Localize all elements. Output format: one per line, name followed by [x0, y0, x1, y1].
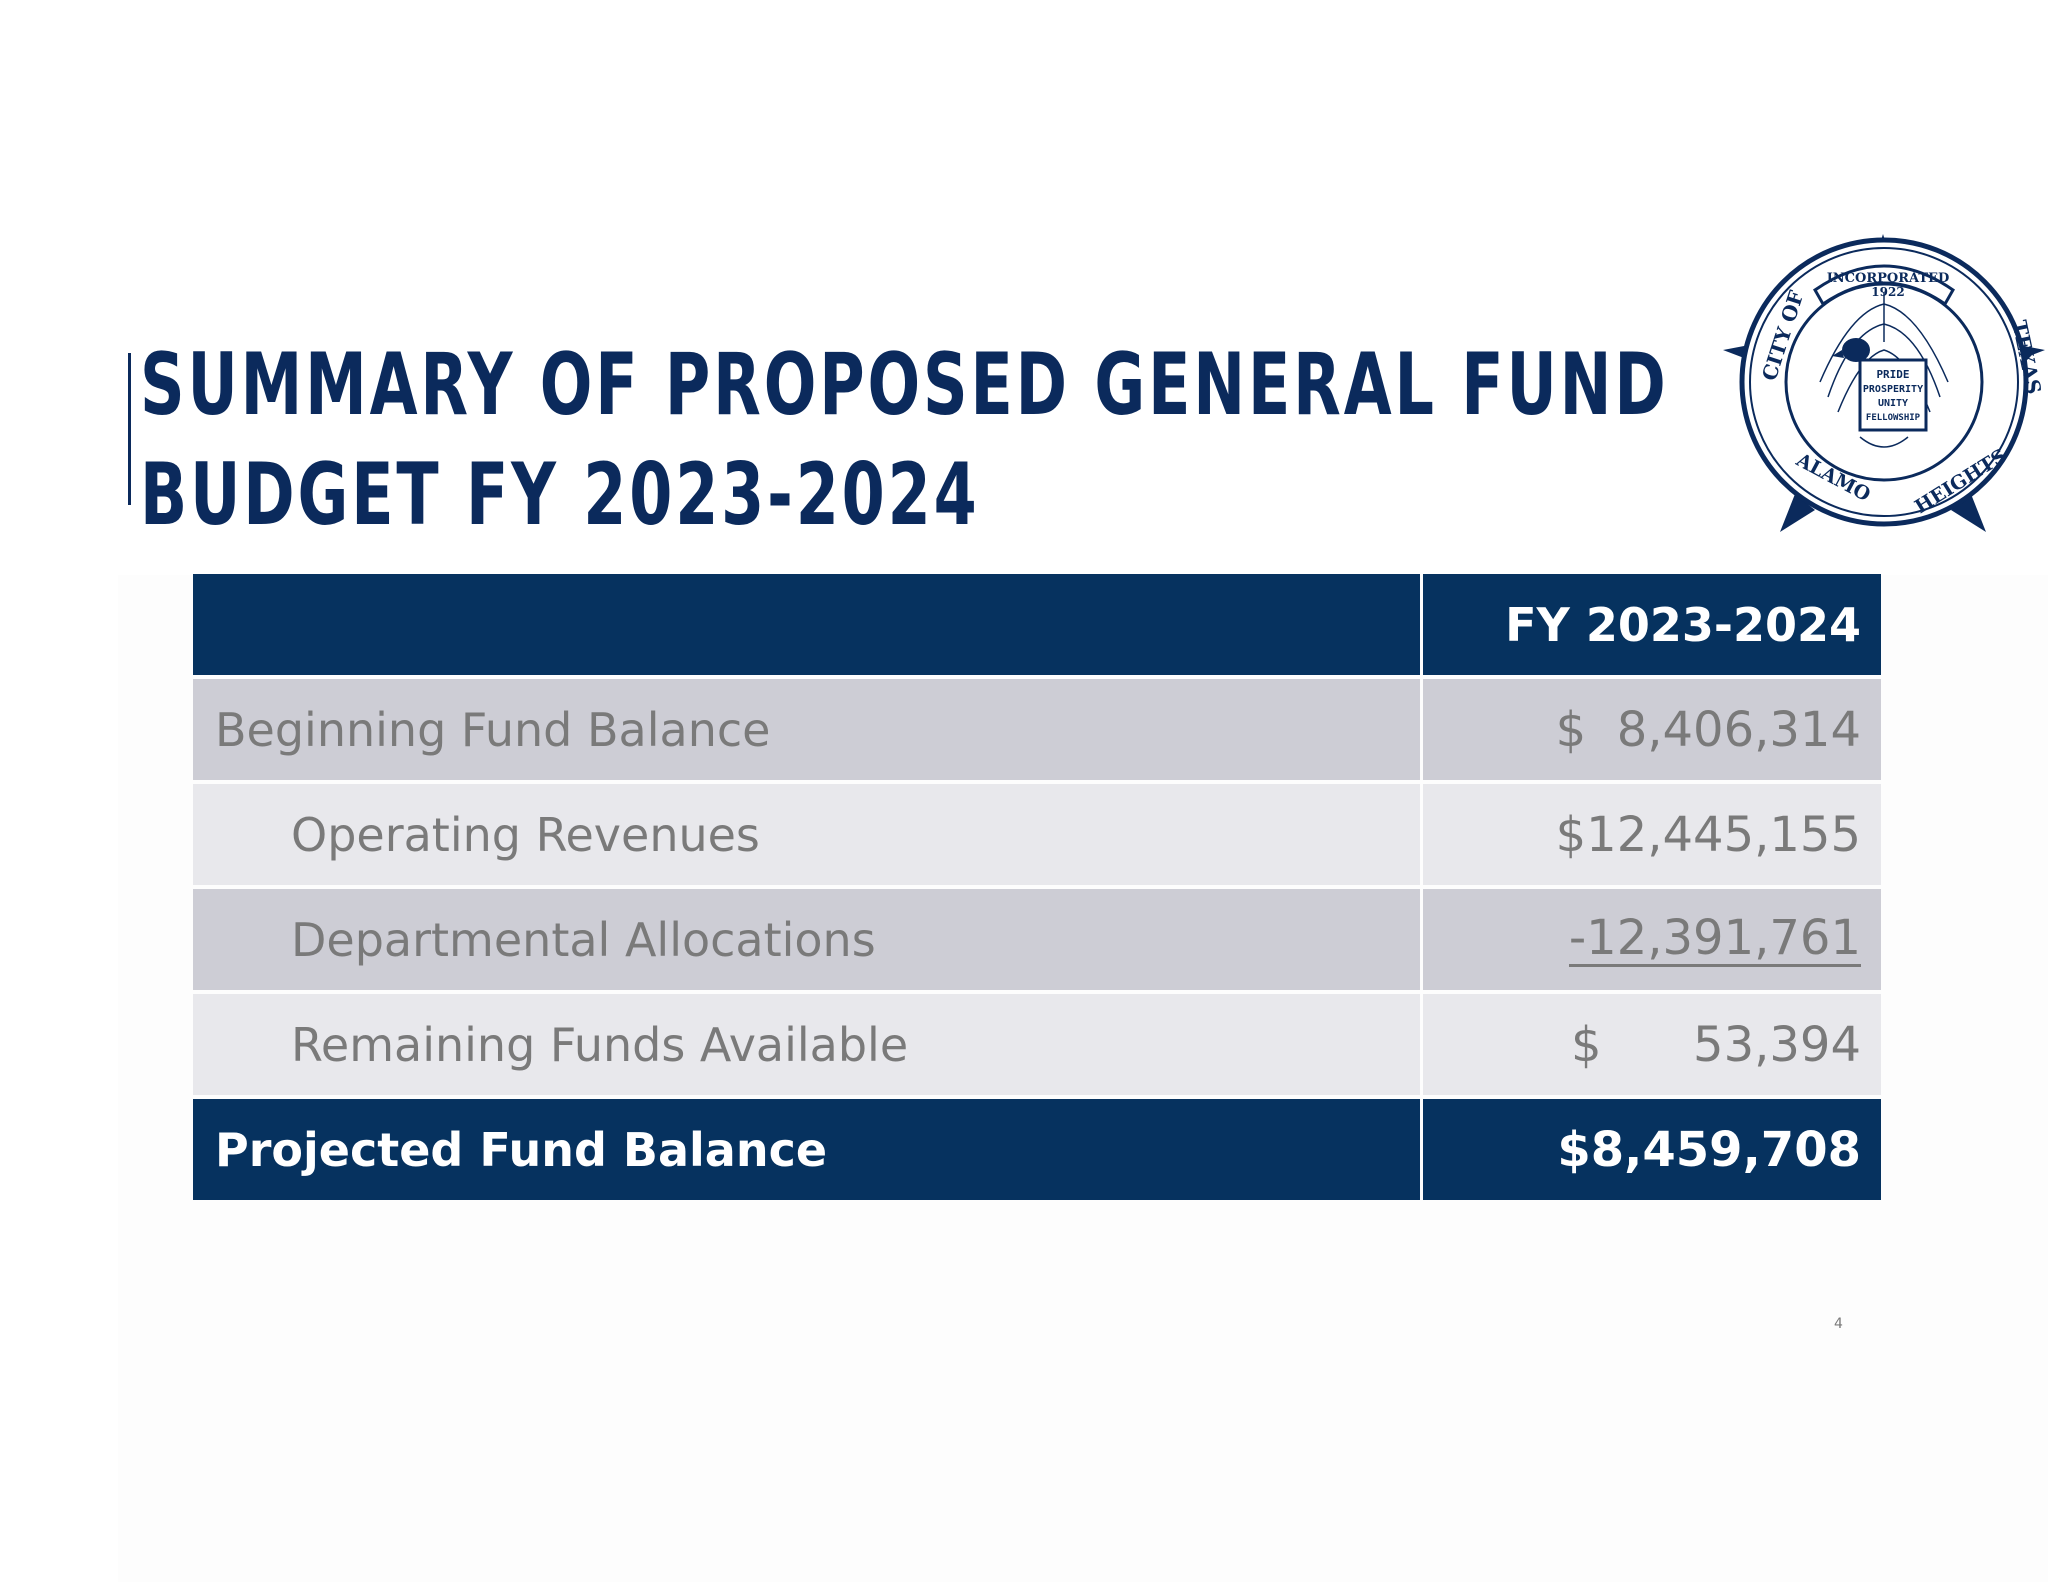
title-line-2: BUDGET FY 2023-2024 — [140, 445, 980, 545]
departmental-allocations-label: Departmental Allocations — [193, 889, 1420, 990]
table-total-row: Projected Fund Balance $8,459,708 — [193, 1099, 1881, 1200]
beginning-fund-balance-label: Beginning Fund Balance — [193, 679, 1420, 780]
table-row: Beginning Fund Balance $ 8,406,314 — [193, 679, 1881, 780]
header-label-cell — [193, 574, 1420, 675]
projected-fund-balance-label: Projected Fund Balance — [193, 1099, 1420, 1200]
operating-revenues-value: $12,445,155 — [1423, 784, 1881, 885]
table-row: Remaining Funds Available $ 53,394 — [193, 994, 1881, 1095]
table-row: Departmental Allocations -12,391,761 — [193, 889, 1881, 990]
beginning-fund-balance-value: $ 8,406,314 — [1423, 679, 1881, 780]
seal-year: 1922 — [1871, 285, 1904, 299]
table-row: Operating Revenues $12,445,155 — [193, 784, 1881, 885]
seal-incorporated: INCORPORATED — [1827, 271, 1950, 286]
table-header-row: FY 2023-2024 — [193, 574, 1881, 675]
projected-fund-balance-value: $8,459,708 — [1423, 1099, 1881, 1200]
header-year-cell: FY 2023-2024 — [1423, 574, 1881, 675]
page-number: 4 — [1834, 1316, 1843, 1332]
remaining-funds-label: Remaining Funds Available — [193, 994, 1420, 1095]
seal-motto-4: FELLOWSHIP — [1866, 413, 1921, 423]
departmental-allocations-amount: -12,391,761 — [1568, 910, 1861, 967]
seal-motto-1: PRIDE — [1876, 368, 1909, 381]
title-accent-bar — [128, 353, 131, 505]
departmental-allocations-value: -12,391,761 — [1423, 889, 1881, 990]
operating-revenues-label: Operating Revenues — [193, 784, 1420, 885]
remaining-funds-value: $ 53,394 — [1423, 994, 1881, 1095]
page-title: SUMMARY OF PROPOSED GENERAL FUND BUDGET … — [140, 330, 1669, 550]
city-seal-logo: PRIDE PROSPERITY UNITY FELLOWSHIP INCORP… — [1723, 234, 2046, 532]
seal-motto-3: UNITY — [1878, 398, 1908, 409]
title-line-1: SUMMARY OF PROPOSED GENERAL FUND — [140, 335, 1669, 435]
seal-motto-2: PROSPERITY — [1863, 384, 1923, 395]
budget-summary-table: FY 2023-2024 Beginning Fund Balance $ 8,… — [193, 574, 1881, 1200]
